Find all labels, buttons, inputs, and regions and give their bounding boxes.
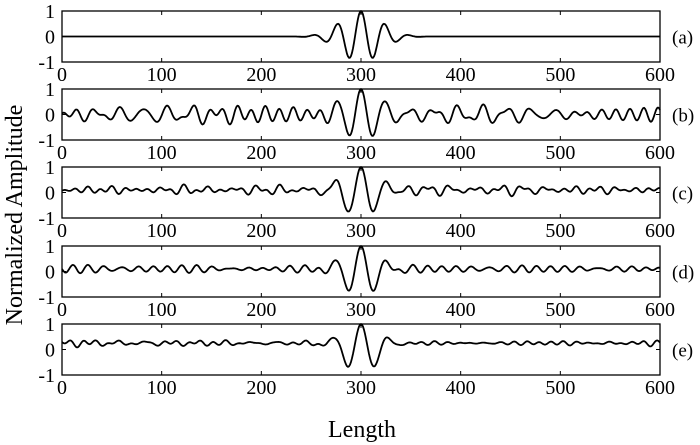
x-tick-label: 100 — [147, 220, 177, 242]
x-tick-label: 400 — [446, 64, 476, 86]
x-tick-label: 100 — [147, 377, 177, 399]
x-tick-label: 200 — [246, 142, 276, 164]
panel-label: (b) — [672, 106, 694, 127]
x-tick-label: 100 — [147, 142, 177, 164]
x-tick-label: 500 — [545, 377, 575, 399]
plot-frame — [61, 323, 661, 376]
x-tick-label: 600 — [645, 142, 675, 164]
x-tick-label: 500 — [545, 142, 575, 164]
panel-a: 10-10 100 200 300 400 500 600(a) — [38, 1, 693, 86]
y-tick-label: -1 — [38, 365, 55, 387]
series-line — [62, 10, 660, 59]
x-tick-label: 400 — [446, 220, 476, 242]
x-tick-label: 0 — [57, 142, 67, 164]
x-tick-label: 300 — [346, 64, 376, 86]
x-tick-label: 600 — [645, 64, 675, 86]
panel-label: (e) — [672, 341, 693, 362]
x-axis-title: Length — [328, 417, 396, 443]
x-tick-label: 0 — [57, 220, 67, 242]
x-tick-label: 300 — [346, 220, 376, 242]
series-line — [61, 323, 661, 368]
x-tick-label: 0 — [57, 64, 67, 86]
panel-label: (d) — [672, 263, 694, 284]
y-tick-label: 0 — [45, 105, 55, 127]
y-tick-label: -1 — [38, 287, 55, 309]
x-tick-label: 400 — [446, 377, 476, 399]
x-tick-label: 400 — [446, 299, 476, 321]
x-tick-label: 0 — [57, 377, 67, 399]
x-tick-label: 600 — [645, 299, 675, 321]
y-tick-label: 1 — [45, 157, 55, 179]
panel-b: 10-10 100 200 300 400 500 600(b) — [38, 79, 694, 164]
y-tick-label: 1 — [45, 79, 55, 101]
x-tick-label: 500 — [545, 299, 575, 321]
x-tick-label: 200 — [246, 220, 276, 242]
y-tick-label: 1 — [45, 314, 55, 336]
x-tick-label: 200 — [246, 64, 276, 86]
y-tick-label: -1 — [38, 52, 55, 74]
x-tick-label: 300 — [346, 299, 376, 321]
x-tick-label: 300 — [346, 377, 376, 399]
x-tick-label: 600 — [645, 377, 675, 399]
y-tick-label: 0 — [45, 27, 55, 49]
y-tick-label: 1 — [45, 1, 55, 23]
y-tick-label: -1 — [38, 130, 55, 152]
x-tick-label: 500 — [545, 64, 575, 86]
x-tick-label: 0 — [57, 299, 67, 321]
series-line — [61, 88, 661, 137]
panel-d: 10-10 100 200 300 400 500 600(d) — [38, 236, 694, 321]
panel-e: 10-10 100 200 300 400 500 600(e) — [38, 314, 693, 399]
series-line — [61, 245, 661, 292]
x-tick-label: 200 — [246, 377, 276, 399]
y-tick-label: 0 — [45, 340, 55, 362]
panel-c: 10-10 100 200 300 400 500 600(c) — [38, 157, 693, 242]
x-tick-label: 100 — [147, 64, 177, 86]
x-tick-label: 100 — [147, 299, 177, 321]
y-tick-label: 1 — [45, 236, 55, 258]
x-tick-label: 600 — [645, 220, 675, 242]
panel-label: (a) — [672, 28, 693, 49]
y-tick-label: 0 — [45, 262, 55, 284]
panel-label: (c) — [672, 184, 693, 205]
x-tick-label: 500 — [545, 220, 575, 242]
series-line — [61, 166, 661, 213]
y-tick-label: 0 — [45, 183, 55, 205]
x-tick-label: 300 — [346, 142, 376, 164]
y-tick-label: -1 — [38, 208, 55, 230]
x-tick-label: 400 — [446, 142, 476, 164]
x-tick-label: 200 — [246, 299, 276, 321]
y-axis-title: Normalized Amplitude — [2, 105, 28, 326]
